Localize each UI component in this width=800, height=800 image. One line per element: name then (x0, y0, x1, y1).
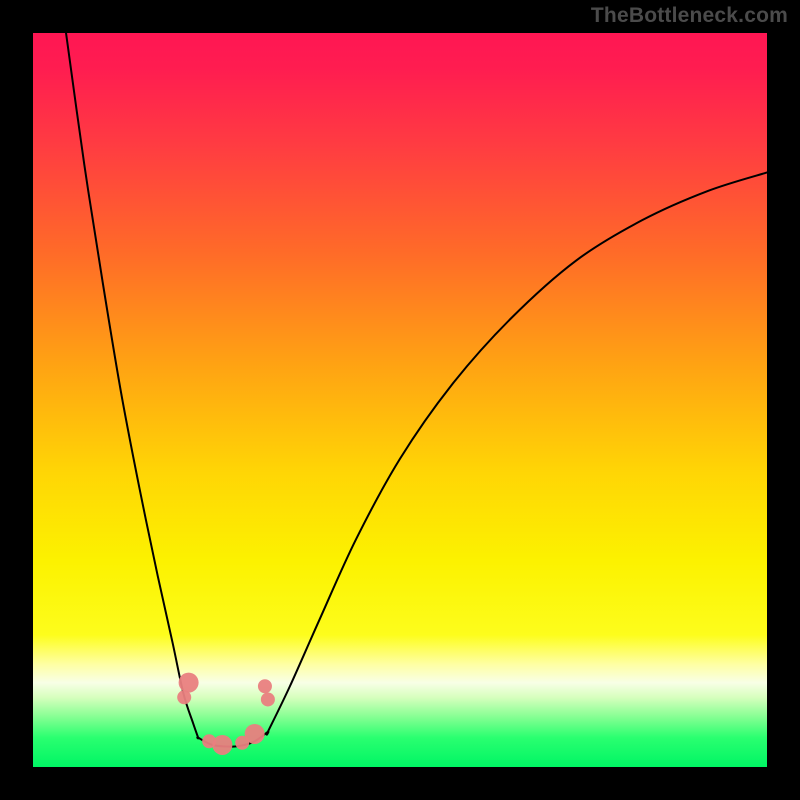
valley-marker (245, 724, 265, 744)
valley-marker (261, 692, 275, 706)
valley-marker (179, 673, 199, 693)
bottleneck-chart (0, 0, 800, 800)
watermark-text: TheBottleneck.com (591, 4, 788, 28)
valley-marker (212, 735, 232, 755)
plot-background-gradient (33, 33, 767, 767)
valley-marker (258, 679, 272, 693)
chart-container: TheBottleneck.com (0, 0, 800, 800)
